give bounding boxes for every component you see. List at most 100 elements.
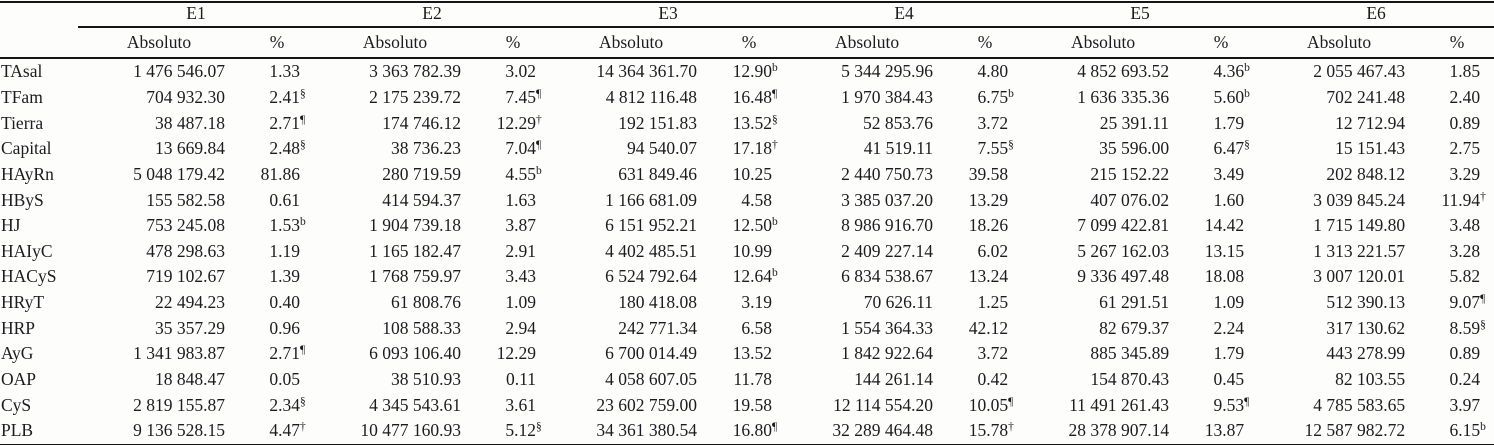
- percent-number: 2.34: [269, 394, 301, 415]
- percent-number: 4.55: [505, 163, 537, 184]
- absolute-value-cell: 3 363 782.39: [369, 61, 462, 82]
- absolute-value-cell: 407 076.02: [1090, 189, 1170, 210]
- percent-number: 2.71: [269, 343, 301, 364]
- percent-number: 12.64: [732, 266, 773, 287]
- percent-number: 1.85: [1449, 61, 1481, 82]
- group-header-e3: E3: [550, 2, 787, 28]
- percent-value-cell: 3.19: [712, 290, 786, 316]
- row-label: TAsal: [1, 61, 43, 82]
- percent-value-cell: 2.75: [1420, 136, 1494, 162]
- table-row: Capital 13 669.84 2.48§ 38 736.23 7.04¶ 94 54…: [0, 136, 1494, 162]
- absolute-value-cell: 22 494.23: [155, 292, 225, 313]
- percent-number: 81.86: [260, 163, 301, 184]
- absolute-value-cell: 2 819 155.87: [133, 394, 225, 415]
- percent-number: 9.07: [1449, 292, 1481, 313]
- table-row: HACyS 719 102.67 1.39 1 768 759.97 3.43 6 524…: [0, 264, 1494, 290]
- absolute-value-cell: 4 785 583.65: [1313, 394, 1406, 415]
- absolute-value-cell: 242 771.34: [618, 317, 698, 338]
- percent-value-cell: 13.29: [948, 187, 1022, 213]
- table-row: PLB 9 136 528.15 4.47† 10 477 160.93 5.12§ 34…: [0, 418, 1494, 445]
- absolute-value-cell: 12 712.94: [1335, 112, 1406, 133]
- table-row: HRyT 22 494.23 0.40 61 808.76 1.09 180 418.08…: [0, 290, 1494, 316]
- percent-value-cell: 4.36b: [1213, 61, 1250, 82]
- percent-number: 3.43: [505, 266, 537, 287]
- percent-value-cell: 0.40: [240, 290, 314, 316]
- row-label: HByS: [1, 189, 44, 210]
- percent-number: 6.47: [1213, 138, 1245, 159]
- percent-value-cell: 6.75b: [977, 86, 1014, 107]
- percent-value-cell: 3.49: [1184, 162, 1258, 188]
- absolute-value-cell: 2 409 227.14: [841, 240, 934, 261]
- percent-value-cell: 11.94†: [1441, 189, 1486, 210]
- absolute-value-cell: 8 986 916.70: [841, 215, 934, 236]
- percent-number: 11.78: [733, 369, 773, 389]
- absolute-value-cell: 108 588.33: [382, 317, 462, 338]
- percent-value-cell: 5.60b: [1213, 86, 1250, 107]
- row-label: HJ: [1, 215, 21, 236]
- absolute-value-cell: 1 636 335.36: [1077, 86, 1170, 107]
- percent-number: 3.28: [1449, 240, 1481, 261]
- percent-value-cell: 42.12: [948, 315, 1022, 341]
- absolute-value-cell: 4 345 543.61: [369, 394, 462, 415]
- percent-number: 3.02: [505, 61, 537, 82]
- absolute-value-cell: 4 852 693.52: [1077, 61, 1170, 82]
- percent-number: 0.05: [269, 369, 301, 389]
- percent-number: 0.11: [506, 369, 537, 389]
- percent-value-cell: 12.50b: [732, 215, 778, 236]
- percent-number: 15.78: [968, 420, 1009, 441]
- row-label: AyG: [1, 343, 34, 364]
- col-header-absolute: Absoluto: [786, 27, 949, 59]
- percent-value-cell: 13.52§: [732, 112, 778, 133]
- percent-number: 1.09: [1213, 292, 1245, 313]
- percent-number: 1.53: [269, 215, 301, 236]
- percent-value-cell: 12.90b: [732, 61, 778, 82]
- percent-value-cell: 10.25: [712, 162, 786, 188]
- percent-number: 0.24: [1449, 369, 1481, 389]
- percent-number: 13.87: [1204, 420, 1245, 441]
- percent-value-cell: 0.89: [1420, 341, 1494, 367]
- absolute-value-cell: 704 932.30: [146, 86, 225, 107]
- absolute-value-cell: 12 114 554.20: [833, 394, 934, 415]
- percent-value-cell: 12.64b: [732, 266, 778, 287]
- absolute-value-cell: 12 587 982.72: [1304, 420, 1406, 441]
- absolute-value-cell: 1 165 182.47: [369, 240, 462, 261]
- group-header-e5: E5: [1022, 2, 1259, 28]
- percent-value-cell: 16.80¶: [732, 420, 778, 441]
- percent-value-cell: 0.11: [476, 367, 550, 393]
- col-header-percent: %: [712, 27, 787, 59]
- absolute-value-cell: 5 048 179.42: [133, 163, 225, 184]
- row-label: HACyS: [1, 266, 57, 287]
- absolute-value-cell: 280 719.59: [382, 163, 462, 184]
- table-row: HRP 35 357.29 0.96 108 588.33 2.94 242 771.34…: [0, 315, 1494, 341]
- percent-number: 19.58: [732, 394, 773, 415]
- percent-number: 3.61: [505, 394, 537, 415]
- percent-value-cell: 3.28: [1420, 238, 1494, 264]
- percent-value-cell: 7.45¶: [505, 86, 542, 107]
- absolute-value-cell: 154 870.43: [1090, 369, 1170, 389]
- percent-value-cell: 13.15: [1184, 238, 1258, 264]
- table-row: TFam 704 932.30 2.41§ 2 175 239.72 7.45¶ 4 81…: [0, 85, 1494, 111]
- percent-number: 12.29: [496, 112, 537, 133]
- percent-value-cell: 2.24: [1184, 315, 1258, 341]
- percent-number: 0.40: [269, 292, 301, 313]
- row-label: Tierra: [1, 112, 44, 133]
- absolute-value-cell: 13 669.84: [155, 138, 225, 159]
- table-row: CyS 2 819 155.87 2.34§ 4 345 543.61 3.61 23 6…: [0, 392, 1494, 418]
- absolute-value-cell: 25 391.11: [1099, 112, 1170, 133]
- percent-value-cell: 1.63: [476, 187, 550, 213]
- percent-number: 0.89: [1449, 112, 1481, 133]
- percent-value-cell: 0.96: [240, 315, 314, 341]
- percent-number: 3.97: [1449, 394, 1481, 415]
- table-row: OAP 18 848.47 0.05 38 510.93 0.11 4 058 607.0…: [0, 367, 1494, 393]
- percent-value-cell: 5.82: [1420, 264, 1494, 290]
- percent-value-cell: 9.07¶: [1449, 292, 1486, 313]
- table-row: HJ 753 245.08 1.53b 1 904 739.18 3.87 6 151 9…: [0, 213, 1494, 239]
- percent-value-cell: 13.24: [948, 264, 1022, 290]
- percent-value-cell: 1.79: [1184, 110, 1258, 136]
- percent-number: 10.05: [968, 394, 1009, 415]
- absolute-value-cell: 1 842 922.64: [841, 343, 934, 364]
- absolute-value-cell: 1 476 546.07: [133, 61, 225, 82]
- percent-value-cell: 4.47†: [269, 420, 306, 441]
- absolute-value-cell: 6 700 014.49: [605, 343, 698, 364]
- group-header-e6: E6: [1258, 2, 1494, 28]
